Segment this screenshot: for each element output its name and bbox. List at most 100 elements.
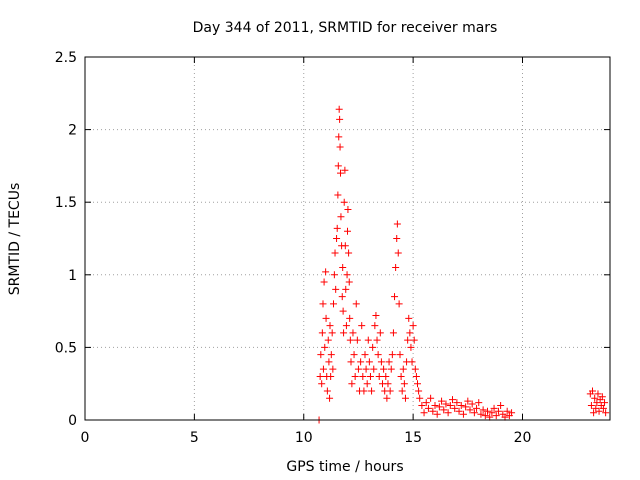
data-point-marker [375, 372, 383, 380]
marker-layer [315, 105, 610, 424]
data-point-marker [346, 336, 354, 344]
x-tick-label: 20 [514, 430, 532, 446]
tick-layer: 0 0.5 1 1.5 2 2.5 0 5 10 15 20 [55, 50, 610, 446]
data-point-marker [319, 365, 327, 373]
data-point-marker [319, 300, 327, 308]
data-point-marker [362, 365, 370, 373]
data-point-marker [371, 322, 379, 330]
data-point-marker [414, 380, 421, 388]
data-point-marker [380, 365, 388, 373]
data-point-marker [401, 394, 409, 402]
data-point-marker [490, 404, 498, 412]
data-point-marker [343, 271, 351, 279]
data-point-marker [429, 407, 437, 415]
data-point-marker [336, 143, 344, 151]
data-point-marker [386, 387, 394, 395]
data-point-marker [370, 365, 378, 373]
y-tick-label: 0 [68, 413, 77, 429]
data-point-marker [446, 401, 454, 409]
data-point-marker [318, 380, 326, 388]
data-point-marker [339, 264, 347, 272]
data-point-marker [464, 397, 472, 405]
data-point-marker [340, 329, 348, 337]
data-point-marker [384, 380, 392, 388]
data-point-marker [451, 404, 459, 412]
data-point-marker [508, 409, 516, 417]
y-axis-label: SRMTID / TECUs [7, 183, 23, 296]
data-point-marker [376, 329, 384, 337]
data-point-marker [321, 343, 329, 351]
data-point-marker [327, 372, 335, 380]
data-point-marker [427, 394, 435, 402]
data-point-marker [342, 322, 350, 330]
data-point-marker [322, 314, 330, 322]
data-point-marker [326, 394, 334, 402]
data-point-marker [475, 399, 483, 407]
data-point-marker [387, 365, 395, 373]
y-tick-label: 2 [68, 123, 77, 139]
data-point-marker [316, 372, 324, 380]
data-point-marker [333, 235, 341, 242]
data-point-marker [322, 268, 330, 276]
data-point-marker [335, 105, 343, 113]
data-point-marker [395, 300, 403, 308]
data-point-marker [459, 410, 467, 418]
x-tick-label: 5 [190, 430, 199, 446]
data-point-marker [410, 336, 418, 344]
data-point-marker [361, 351, 369, 359]
data-point-marker [405, 314, 413, 322]
data-point-marker [330, 271, 338, 279]
data-point-marker [415, 387, 423, 395]
data-point-marker [360, 387, 368, 395]
data-point-marker [353, 336, 361, 344]
x-tick-label: 15 [404, 430, 422, 446]
data-point-marker [501, 413, 509, 421]
data-point-marker [589, 387, 596, 395]
data-point-marker [418, 401, 426, 409]
data-point-marker [409, 322, 417, 330]
data-point-marker [468, 400, 476, 408]
data-point-marker [593, 399, 601, 407]
data-point-marker [424, 404, 432, 412]
data-point-marker [349, 329, 357, 337]
data-point-marker [334, 162, 342, 170]
data-point-marker [406, 329, 414, 337]
data-point-marker [332, 285, 340, 293]
data-point-marker [466, 406, 474, 414]
data-point-marker [392, 264, 400, 272]
data-point-marker [369, 343, 377, 351]
data-point-marker [407, 343, 415, 351]
data-point-marker [396, 351, 404, 359]
data-point-marker [408, 358, 416, 366]
data-point-marker [317, 351, 325, 359]
data-point-marker [599, 404, 607, 412]
data-point-marker [592, 404, 600, 412]
data-point-marker [455, 407, 463, 415]
data-point-marker [416, 394, 424, 402]
data-point-marker [357, 358, 365, 366]
y-tick-label: 1 [68, 268, 77, 284]
data-point-marker [435, 403, 443, 411]
data-point-marker [453, 399, 461, 407]
data-point-marker [442, 400, 450, 408]
data-point-marker [320, 278, 328, 286]
data-point-marker [594, 390, 602, 398]
data-point-marker [431, 401, 439, 409]
data-point-marker [595, 407, 603, 415]
data-point-marker [364, 336, 372, 344]
chart-title: Day 344 of 2011, SRMTID for receiver mar… [193, 20, 498, 36]
y-tick-label: 1.5 [55, 195, 77, 211]
data-point-marker [337, 169, 344, 177]
data-point-marker [397, 372, 405, 380]
data-point-marker [350, 351, 358, 359]
data-point-marker [479, 406, 487, 414]
data-point-marker [339, 307, 347, 315]
data-point-marker [345, 249, 353, 257]
data-point-marker [394, 249, 402, 257]
data-point-marker [477, 410, 485, 418]
data-point-marker [602, 409, 610, 417]
data-point-marker [393, 220, 401, 228]
data-point-marker [345, 278, 353, 286]
